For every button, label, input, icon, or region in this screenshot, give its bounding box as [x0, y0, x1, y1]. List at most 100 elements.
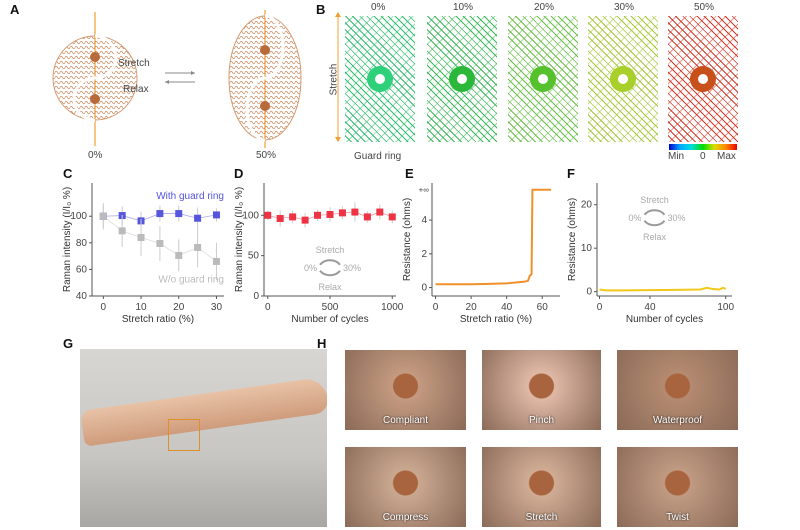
- series-line: [599, 286, 727, 292]
- guard-ring-shape: [367, 66, 393, 92]
- strain-map-1: [427, 16, 497, 142]
- panel-label-a: A: [10, 2, 20, 17]
- x-axis-label: Stretch ratio (%): [460, 314, 532, 325]
- chart-d: 0 500 1000 0 50 100 Number of cycles Raman inte…: [234, 183, 404, 325]
- data-point: [118, 227, 126, 235]
- data-point: [212, 211, 220, 219]
- x-tick-label: 40: [501, 302, 513, 313]
- strain-title-1: 10%: [453, 2, 474, 13]
- photo-waterproof: Waterproof: [617, 350, 738, 430]
- x-tick-label: 40: [644, 302, 656, 313]
- photo-pinch: Pinch: [482, 350, 601, 430]
- y-axis-label: Raman intensity (I/I₀ %): [62, 187, 73, 292]
- y-tick-label: 0: [421, 283, 427, 294]
- data-point: [388, 213, 396, 221]
- stretch-label: Stretch: [118, 58, 150, 69]
- panel-label-g: G: [63, 336, 74, 351]
- strain-title-0: 0%: [371, 2, 386, 13]
- data-point: [99, 212, 107, 220]
- cycle-arrows-icon: [643, 209, 666, 227]
- x-tick-label: 0: [265, 302, 271, 313]
- strain-title-4: 50%: [694, 2, 715, 13]
- photo-twist: Twist: [617, 447, 738, 527]
- x-tick-label: 20: [173, 302, 185, 313]
- strain-title-3: 30%: [614, 2, 635, 13]
- legend-label: With guard ring: [156, 191, 224, 202]
- y-tick-label: 4: [421, 215, 427, 226]
- strain-map-3: [588, 16, 658, 142]
- panel-label-c: C: [63, 166, 73, 181]
- y-tick-label: 0: [253, 291, 259, 302]
- y-tick-label: 40: [76, 291, 88, 302]
- data-point: [289, 213, 297, 221]
- photo-compliant: Compliant: [345, 350, 466, 430]
- legend-label: W/o guard ring: [158, 275, 224, 286]
- cycle-end: 30%: [668, 213, 686, 223]
- cycle-stretch: Stretch: [316, 245, 345, 255]
- colorbar: [669, 144, 737, 150]
- x-axis-label: Number of cycles: [291, 314, 368, 325]
- y-tick-label: 10: [581, 243, 593, 254]
- data-point: [338, 209, 346, 217]
- data-point: [264, 211, 272, 219]
- x-tick-label: 1000: [381, 302, 404, 313]
- data-point: [351, 208, 359, 216]
- panel-label-e: E: [405, 166, 414, 181]
- cycle-start: 0%: [304, 263, 317, 273]
- panel-label-h: H: [317, 336, 327, 351]
- break-label: +∞: [419, 186, 430, 195]
- panel-label-b: B: [316, 2, 326, 17]
- y-tick-label: 20: [581, 200, 593, 211]
- x-tick-label: 60: [537, 302, 549, 313]
- photo-caption: Twist: [666, 512, 689, 523]
- x-axis-label: Number of cycles: [626, 314, 703, 325]
- x-axis-label: Stretch ratio (%): [122, 314, 194, 325]
- x-tick-label: 20: [466, 302, 478, 313]
- x-tick-label: 500: [322, 302, 339, 313]
- cycle-stretch: Stretch: [640, 195, 669, 205]
- device-illustration-a: [52, 10, 302, 148]
- state-label-0: 0%: [88, 150, 103, 161]
- series-line: [435, 188, 552, 286]
- strain-map-0: [345, 16, 415, 142]
- y-tick-label: 50: [248, 251, 260, 262]
- photo-caption: Waterproof: [652, 415, 703, 426]
- guard-ring-shape: [530, 66, 556, 92]
- y-tick-label: 80: [76, 238, 88, 249]
- y-tick-label: 100: [242, 210, 259, 221]
- data-point: [326, 210, 334, 218]
- x-tick-label: 100: [717, 302, 734, 313]
- photo-caption: Stretch: [525, 512, 558, 523]
- y-tick-label: 100: [70, 211, 87, 222]
- data-point: [276, 215, 284, 223]
- stretch-arrow: [335, 12, 341, 142]
- x-tick-label: 0: [101, 302, 107, 313]
- data-point: [314, 211, 322, 219]
- colorbar-zero: 0: [700, 151, 706, 162]
- y-axis-label: Raman intensity (I/I₀ %): [234, 187, 245, 292]
- strain-map-2: [508, 16, 578, 142]
- photo-arm: [80, 349, 327, 527]
- data-point: [194, 243, 202, 251]
- cycle-relax: Relax: [318, 282, 342, 292]
- colorbar-max: Max: [717, 151, 736, 162]
- photo-caption: Pinch: [528, 415, 554, 426]
- guard-ring-shape: [690, 66, 716, 92]
- photo-caption: Compress: [382, 512, 429, 523]
- cycle-start: 0%: [628, 213, 641, 223]
- data-point: [175, 251, 183, 259]
- panel-label-d: D: [234, 166, 244, 181]
- data-point: [363, 213, 371, 221]
- data-point: [194, 214, 202, 222]
- x-tick-label: 10: [135, 302, 147, 313]
- guard-ring-label: Guard ring: [354, 151, 402, 162]
- y-axis-label: Resistance (ohms): [402, 198, 413, 281]
- data-point: [175, 210, 183, 218]
- chart-c: 0 10 20 30 40 60 80 100 Stretch ratio (%) Raman i…: [62, 183, 224, 325]
- chart-e: 0 20 40 60 0 2 4 Stretch ratio (%) Resistance (o…: [402, 183, 560, 325]
- strain-title-2: 20%: [534, 2, 555, 13]
- y-tick-label: 60: [76, 264, 88, 275]
- arm-shape: [80, 376, 327, 447]
- data-point: [156, 210, 164, 218]
- panel-label-f: F: [567, 166, 575, 181]
